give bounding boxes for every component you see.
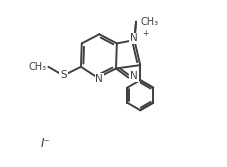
Text: I⁻: I⁻ [41,137,51,150]
Text: N: N [130,33,137,43]
Text: S: S [60,70,67,80]
Text: N: N [95,74,103,84]
Text: N: N [130,71,138,81]
Text: +: + [143,29,149,38]
Text: CH₃: CH₃ [140,17,158,27]
Text: CH₃: CH₃ [28,62,46,72]
